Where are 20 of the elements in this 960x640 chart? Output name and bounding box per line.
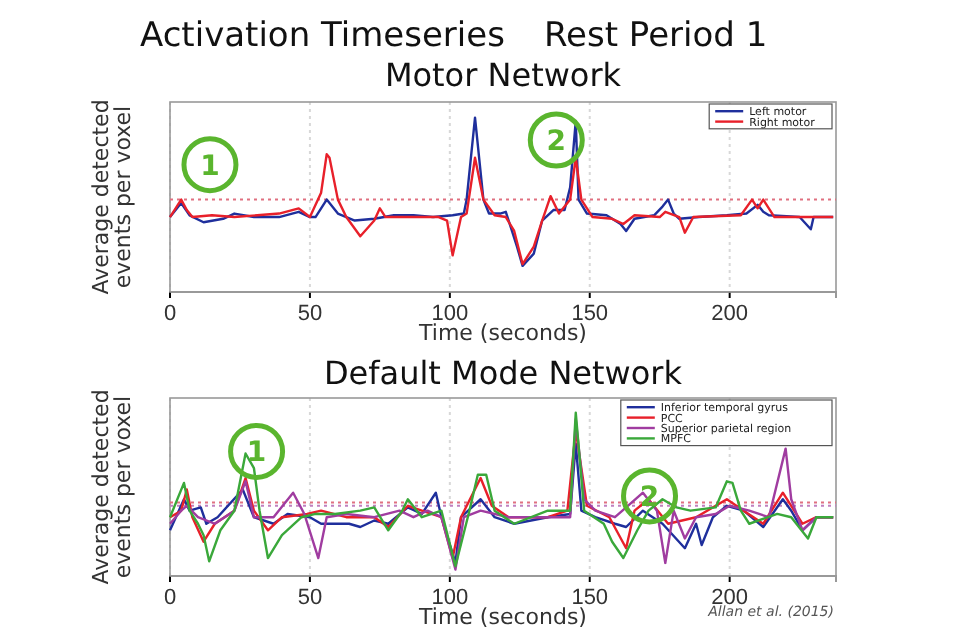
text: Activation Timeseries [140, 16, 506, 56]
chart-title: Default Mode Network [323, 354, 684, 392]
text: Rest Period 1 [544, 16, 768, 56]
annotation: 1 [246, 437, 267, 470]
x-tick-label: 50 [297, 301, 323, 326]
chart-title: Motor Network [384, 56, 623, 94]
annotation: 1 [200, 150, 220, 183]
x-axis-title: Time (seconds) [417, 320, 587, 346]
x-tick-label: 100 [431, 585, 469, 610]
annotation: 2 [546, 126, 567, 158]
x-tick-label: 50 [297, 585, 323, 610]
x-axis-title: Time (seconds) [417, 604, 587, 630]
x-tick-label: 0 [163, 301, 177, 326]
x-tick-label: 150 [571, 301, 609, 326]
y-axis-title: Average detected events per voxel [88, 99, 136, 295]
x-tick-label: 150 [571, 585, 609, 610]
x-tick-label: 100 [431, 301, 469, 326]
x-tick-label: 0 [163, 585, 177, 610]
x-tick-label: 200 [711, 301, 749, 326]
y-axis-title: Average detected events per voxel [88, 389, 136, 585]
